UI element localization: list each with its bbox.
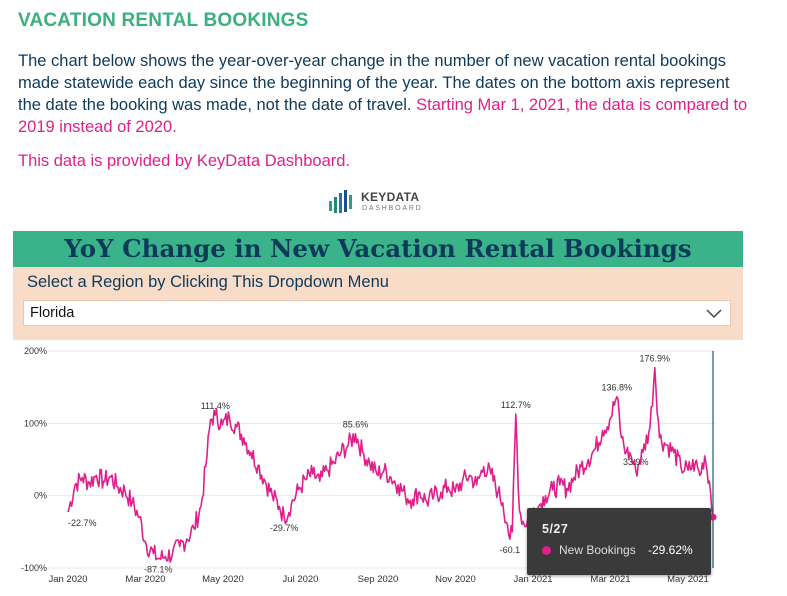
tooltip-value: -29.62%: [648, 543, 693, 557]
provided-by-text: This data is provided by KeyData Dashboa…: [18, 152, 351, 170]
logo-name: KEYDATA: [361, 190, 420, 204]
intro-paragraph: The chart below shows the year-over-year…: [18, 50, 748, 138]
y-tick-label: -100%: [21, 563, 47, 573]
y-tick-label: 100%: [24, 418, 47, 428]
logo-sub: DASHBOARD: [362, 205, 423, 212]
annotation-label: 136.8%: [602, 383, 633, 393]
intro-text: The chart below shows the year-over-year…: [18, 52, 730, 114]
region-selected-value: Florida: [30, 305, 75, 321]
annotation-label: 33.9%: [623, 457, 649, 467]
annotation-label: 112.7%: [501, 400, 531, 410]
x-tick-label: Nov 2020: [435, 574, 476, 585]
region-panel: Select a Region by Clicking This Dropdow…: [13, 267, 743, 340]
annotation-label: -60.1: [500, 545, 521, 555]
annotation-label: -29.7%: [270, 523, 299, 533]
bar-chart-logo-icon: [329, 190, 352, 213]
x-tick-label: May 2020: [202, 574, 244, 585]
tooltip-date: 5/27: [542, 522, 569, 536]
annotations: -22.7% -87.1% 111.4% -29.7% 85.6% 112.7% -60.1…: [68, 354, 670, 575]
chart-banner-title: YoY Change in New Vacation Rental Bookin…: [13, 231, 743, 267]
hover-point: [709, 513, 717, 521]
x-tick-label: Jul 2020: [283, 574, 319, 585]
x-tick-label: Jan 2021: [513, 574, 552, 585]
y-tick-label: 200%: [24, 346, 47, 356]
annotation-label: -87.1%: [144, 565, 173, 575]
x-tick-label: Mar 2021: [590, 574, 630, 585]
intro-highlight: Starting Mar 1, 2021, the data is compar…: [18, 96, 748, 136]
x-tick-label: May 2021: [667, 574, 709, 585]
y-tick-label: 0%: [34, 491, 47, 501]
x-tick-label: Jan 2020: [48, 574, 87, 585]
line-chart[interactable]: 200% 100% 0% -100% Jan 2020 Mar 2020 May 2020…: [0, 341, 787, 596]
keydata-logo: KEYDATA DASHBOARD: [328, 187, 438, 217]
region-select-label: Select a Region by Clicking This Dropdow…: [27, 273, 389, 291]
tooltip-series-dot: [542, 546, 551, 555]
annotation-label: 85.6%: [343, 420, 369, 430]
annotation-label: 111.4%: [201, 401, 230, 411]
page-title: VACATION RENTAL BOOKINGS: [18, 10, 309, 31]
annotation-label: 176.9%: [640, 354, 671, 364]
annotation-label: -22.7%: [68, 518, 97, 528]
chevron-down-icon: [706, 309, 722, 319]
region-dropdown[interactable]: Florida: [23, 300, 731, 326]
series-line-new-bookings: [67, 366, 714, 563]
chart-tooltip: 5/27 New Bookings -29.62%: [527, 508, 711, 575]
tooltip-series-name: New Bookings: [559, 543, 636, 557]
x-tick-label: Sep 2020: [358, 574, 399, 585]
x-tick-label: Mar 2020: [125, 574, 165, 585]
x-axis-labels: Jan 2020 Mar 2020 May 2020 Jul 2020 Sep 2020…: [48, 574, 708, 585]
y-axis-labels: 200% 100% 0% -100%: [21, 346, 47, 573]
